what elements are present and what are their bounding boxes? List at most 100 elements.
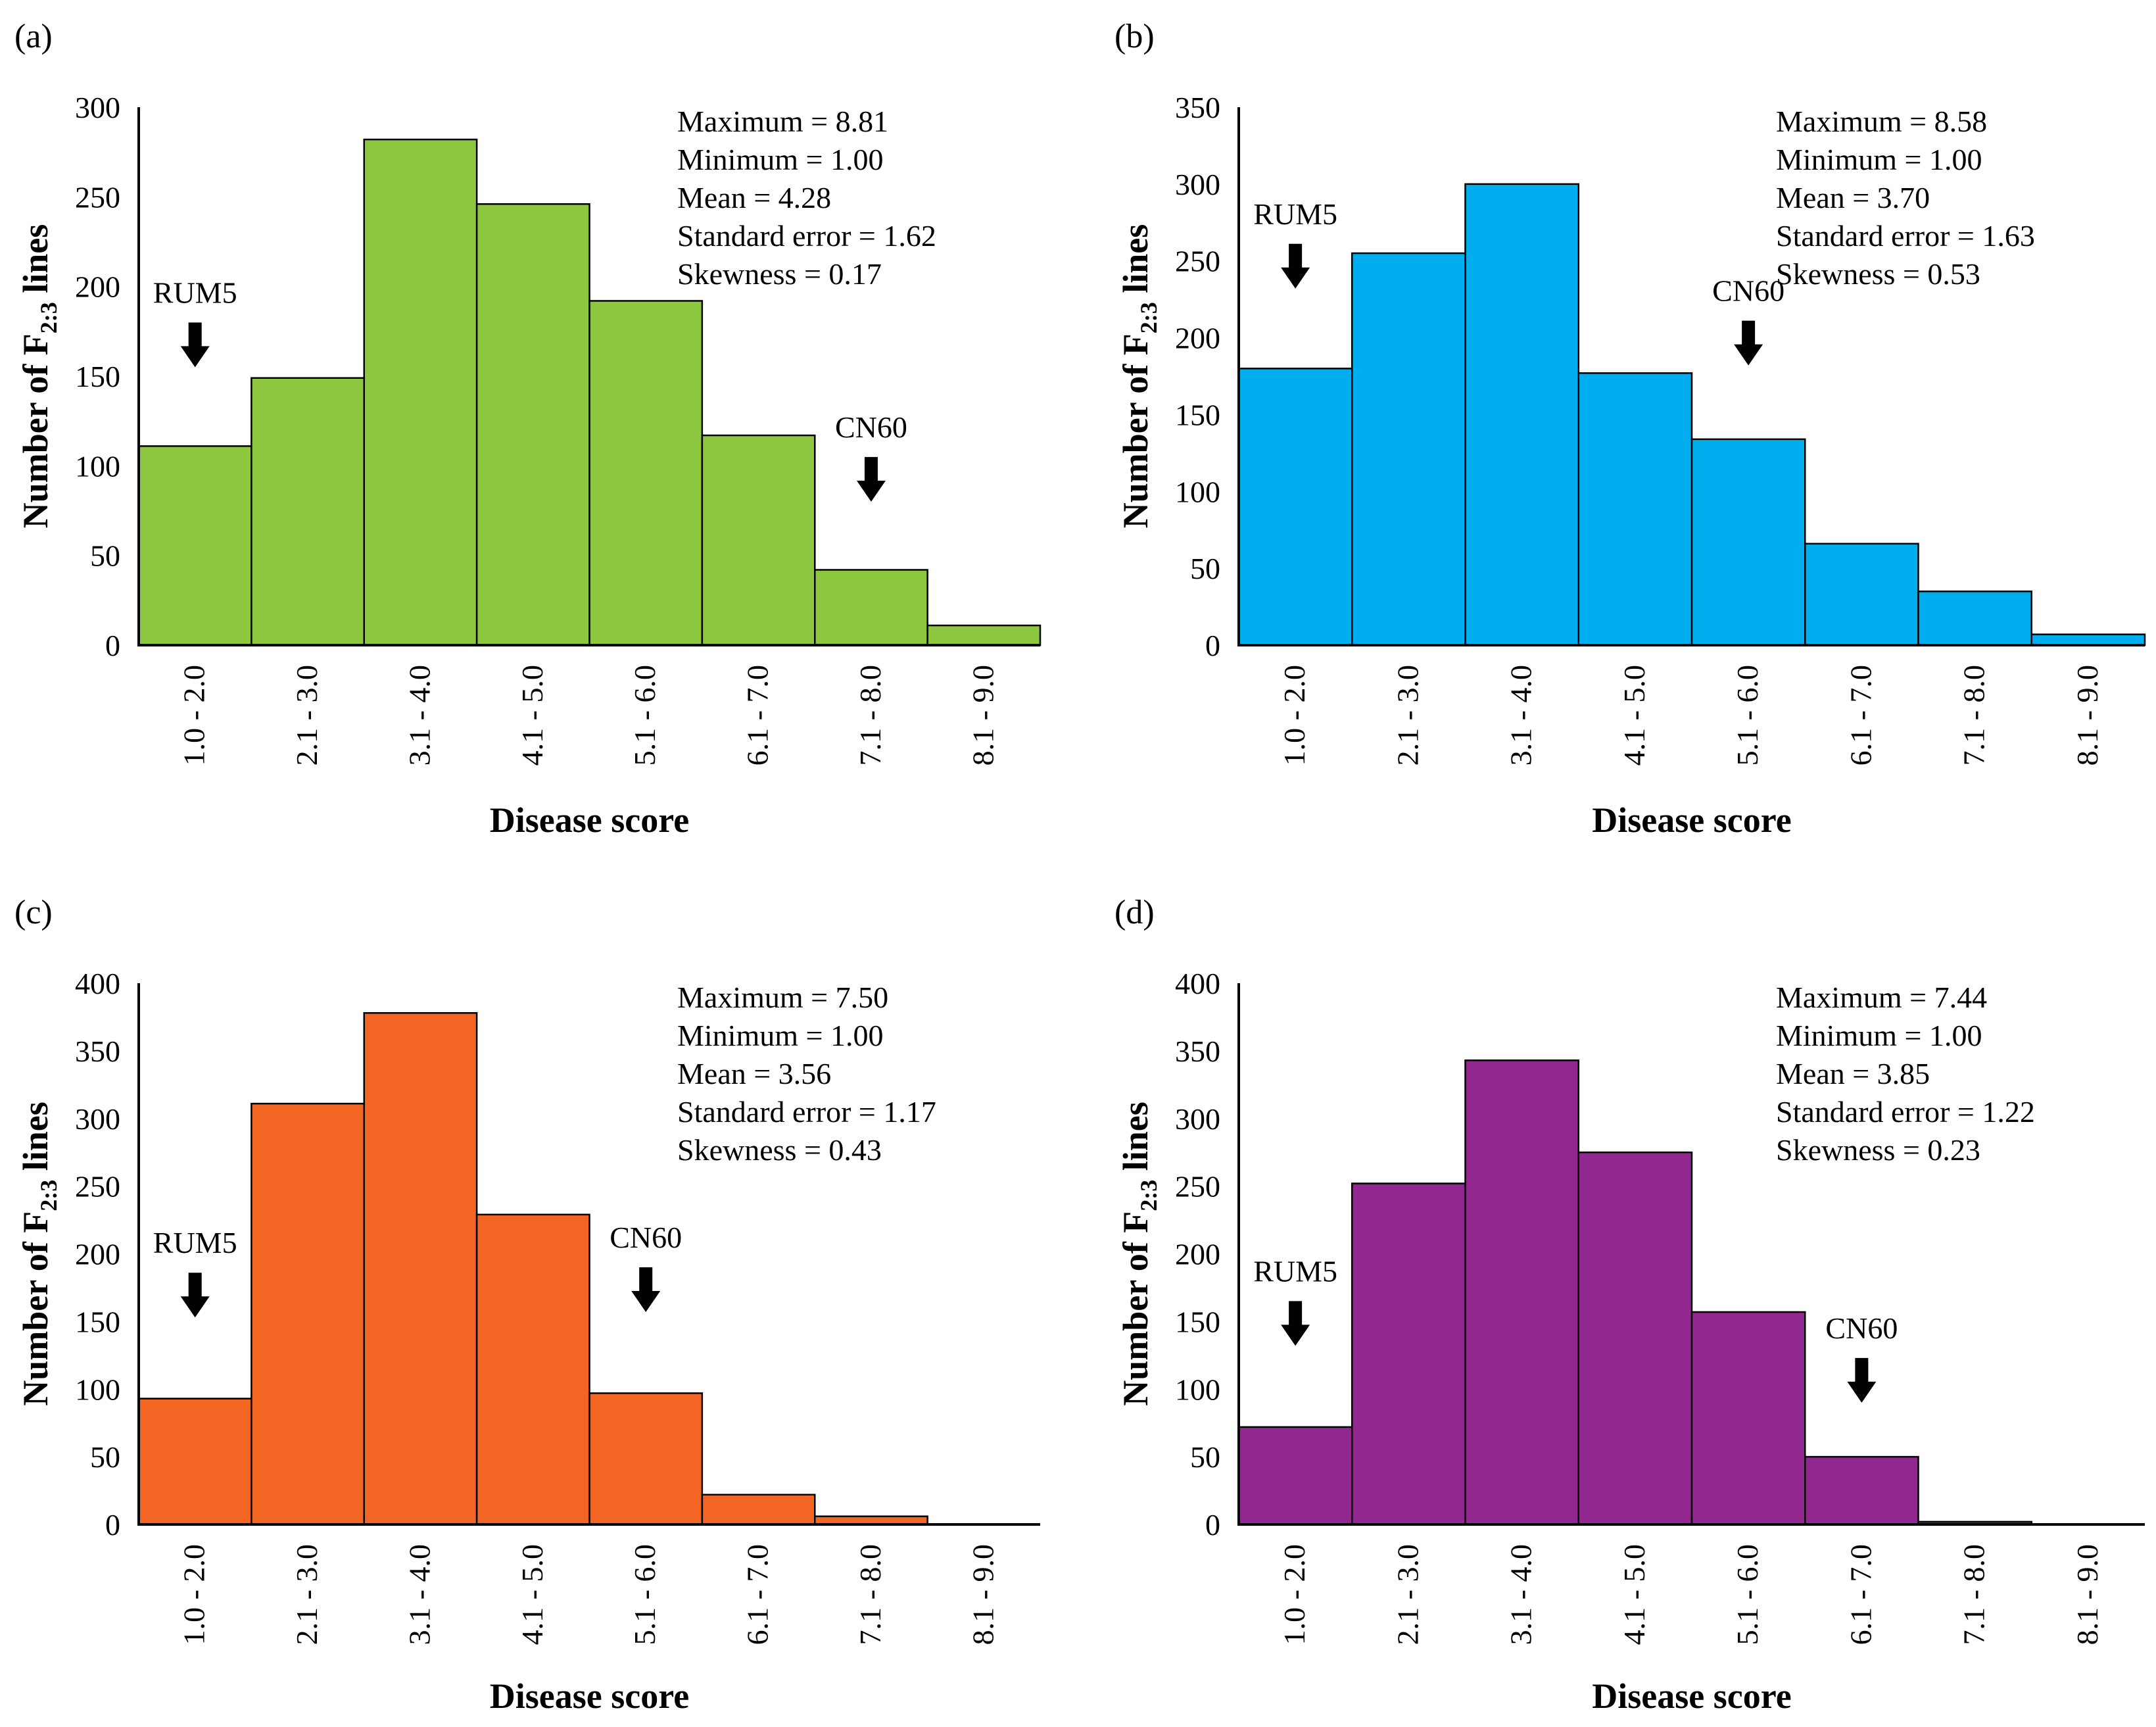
bar-5: [588, 300, 704, 646]
x-tick-label: 6.1 - 7.0: [741, 665, 775, 766]
y-axis-title-main: Number of F: [1116, 333, 1155, 528]
marker-label: CN60: [1712, 274, 1785, 308]
y-tick-label: 150: [1175, 398, 1220, 431]
x-tick-label: 3.1 - 4.0: [1504, 1544, 1538, 1645]
stat-line-2: Minimum = 1.00: [677, 143, 883, 176]
y-axis-title-tail: lines: [16, 1102, 55, 1180]
bar-4: [1577, 1151, 1693, 1526]
y-tick-label: 0: [105, 1508, 120, 1542]
panel-label: (c): [14, 894, 53, 931]
y-tick-label: 50: [1190, 1440, 1220, 1474]
y-axis-title-subscript: 2:3: [1136, 302, 1162, 333]
x-tick-label: 4.1 - 5.0: [1617, 665, 1651, 766]
stat-line-4: Standard error = 1.22: [1776, 1095, 2035, 1129]
marker-label: RUM5: [1253, 197, 1337, 231]
y-tick-label: 150: [1175, 1305, 1220, 1338]
stat-line-5: Skewness = 0.23: [1776, 1133, 1980, 1167]
marker-cn60: CN60: [1712, 274, 1785, 366]
x-tick-label: 1.0 - 2.0: [1278, 1544, 1311, 1645]
y-tick-label: 250: [75, 180, 120, 214]
x-tick-label: 2.1 - 3.0: [1391, 665, 1424, 766]
x-tick-label: 1.0 - 2.0: [178, 665, 211, 766]
stat-line-5: Skewness = 0.53: [1776, 257, 1980, 291]
x-tick-label: 1.0 - 2.0: [178, 1544, 211, 1645]
bar-5: [1690, 438, 1806, 646]
y-tick-label: 200: [1175, 322, 1220, 355]
marker-cn60: CN60: [835, 410, 907, 502]
y-axis-title-subscript: 2:3: [1136, 1180, 1162, 1211]
marker-rum5: RUM5: [1253, 197, 1337, 289]
x-tick-label: 7.1 - 8.0: [853, 1544, 887, 1645]
y-tick-label: 300: [1175, 168, 1220, 201]
stat-line-4: Standard error = 1.62: [677, 219, 936, 253]
y-tick-label: 0: [105, 629, 120, 662]
y-tick-label: 200: [75, 1238, 120, 1271]
bar-2: [1351, 1182, 1466, 1526]
y-tick-label: 250: [1175, 245, 1220, 278]
down-arrow-icon: [180, 322, 210, 368]
y-axis-title-main: Number of F: [16, 1211, 55, 1406]
y-tick-label: 350: [75, 1034, 120, 1068]
y-tick-label: 50: [1190, 552, 1220, 585]
x-axis-title: Disease score: [1592, 800, 1791, 840]
bar-4: [475, 203, 590, 646]
y-tick-label: 300: [75, 1102, 120, 1136]
x-tick-label: 1.0 - 2.0: [1278, 665, 1311, 766]
y-axis-title-subscript: 2:3: [36, 1180, 62, 1211]
marker-label: RUM5: [153, 276, 237, 309]
bar-3: [1464, 1059, 1579, 1526]
bar-8: [2030, 633, 2146, 646]
bar-2: [251, 377, 365, 646]
down-arrow-icon: [1847, 1357, 1877, 1403]
x-tick-label: 2.1 - 3.0: [1391, 1544, 1424, 1645]
bar-5: [588, 1392, 704, 1526]
bar-6: [1804, 543, 1919, 646]
marker-label: CN60: [1825, 1311, 1898, 1345]
panel-label: (a): [14, 18, 53, 55]
marker-label: RUM5: [1253, 1254, 1337, 1288]
y-tick-label: 100: [75, 449, 120, 483]
stat-line-2: Minimum = 1.00: [1776, 1019, 1982, 1052]
y-tick-label: 350: [1175, 91, 1220, 124]
y-axis-title-main: Number of F: [1116, 1211, 1155, 1406]
x-tick-label: 7.1 - 8.0: [1957, 1544, 1991, 1645]
y-axis-title-tail: lines: [1116, 1102, 1155, 1180]
x-tick-label: 5.1 - 6.0: [1731, 1544, 1764, 1645]
x-tick-label: 2.1 - 3.0: [290, 665, 323, 766]
bar-3: [363, 1012, 478, 1526]
x-tick-label: 3.1 - 4.0: [1504, 665, 1538, 766]
marker-label: CN60: [610, 1221, 682, 1254]
stat-line-4: Standard error = 1.63: [1776, 219, 2035, 253]
x-tick-label: 6.1 - 7.0: [741, 1544, 775, 1645]
y-tick-label: 100: [1175, 475, 1220, 508]
stat-line-1: Maximum = 7.44: [1776, 981, 1987, 1014]
bar-2: [251, 1102, 365, 1526]
stat-line-2: Minimum = 1.00: [1776, 143, 1982, 176]
bar-4: [1577, 372, 1693, 646]
bar-2: [1351, 252, 1466, 646]
x-axis-title: Disease score: [490, 800, 689, 840]
y-tick-label: 250: [75, 1170, 120, 1204]
stat-line-1: Maximum = 8.58: [1776, 105, 1987, 138]
x-tick-label: 7.1 - 8.0: [1957, 665, 1991, 766]
down-arrow-icon: [1281, 243, 1310, 289]
bar-1: [137, 1398, 252, 1526]
down-arrow-icon: [1734, 320, 1763, 366]
x-tick-label: 2.1 - 3.0: [290, 1544, 323, 1645]
bar-3: [1464, 183, 1579, 646]
bar-5: [1690, 1311, 1806, 1526]
stat-line-1: Maximum = 8.81: [677, 105, 888, 138]
panel-a: (a) 0 50 100 150 200 250 300 1.0 - 2.0 2.1 - 3.0 3…: [14, 18, 1042, 840]
y-axis-title: Number of F2:3 lines: [1116, 1102, 1162, 1406]
y-tick-label: 0: [1205, 1508, 1220, 1542]
stat-line-3: Mean = 3.70: [1776, 181, 1930, 214]
bar-3: [363, 138, 478, 646]
x-tick-label: 5.1 - 6.0: [628, 1544, 661, 1645]
x-tick-label: 3.1 - 4.0: [402, 665, 436, 766]
panel-c: (c) 0 50 100 150 200 250 300 350 400 1.0 - 2.0 2.1 …: [14, 894, 1040, 1716]
x-tick-label: 8.1 - 9.0: [966, 1544, 999, 1645]
x-axis-title: Disease score: [1592, 1676, 1791, 1716]
stat-line-1: Maximum = 7.50: [677, 981, 888, 1014]
marker-cn60: CN60: [1825, 1311, 1898, 1403]
x-tick-label: 4.1 - 5.0: [515, 665, 549, 766]
